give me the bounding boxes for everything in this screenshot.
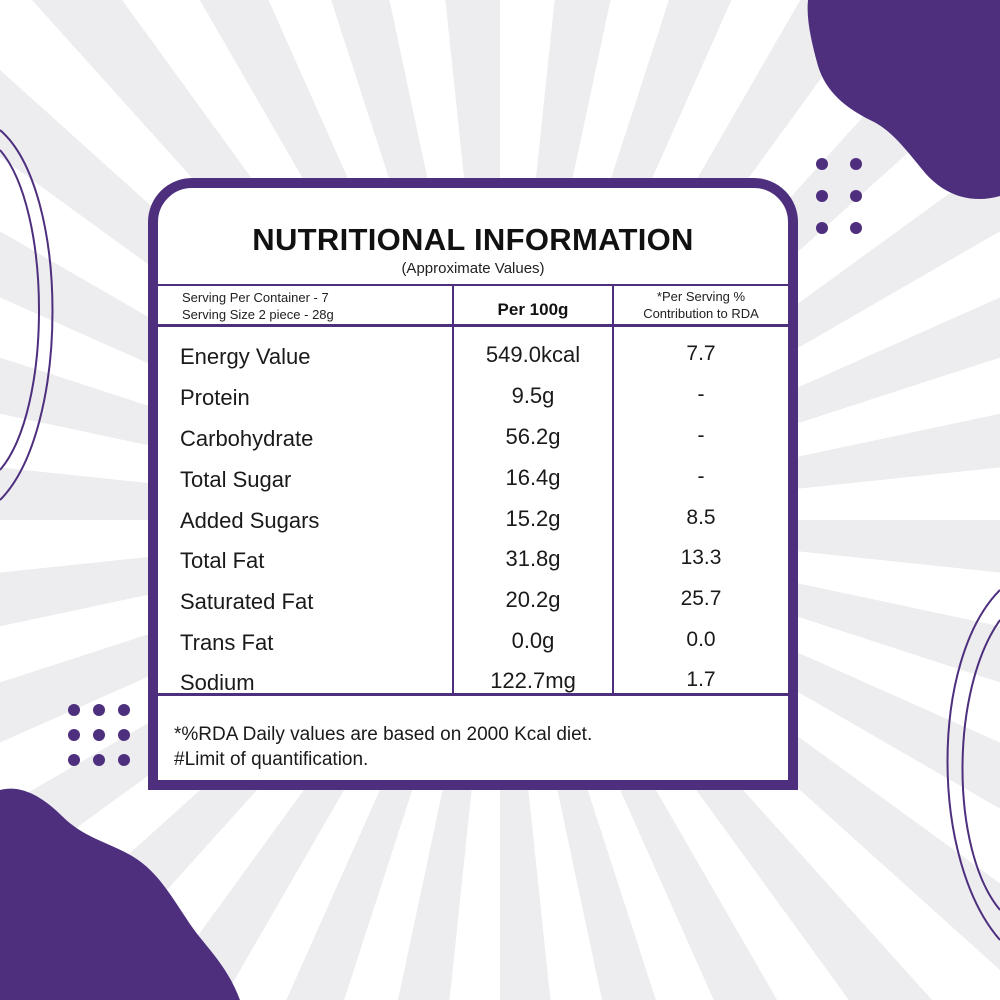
nutrient-name: Trans Fat — [180, 630, 274, 655]
right-arc-inner — [961, 619, 1000, 911]
table-row: Added Sugars 15.2g 8.5 — [158, 506, 788, 548]
rda-value: - — [697, 465, 705, 488]
header-divider — [158, 324, 788, 327]
rda-value: 8.5 — [686, 506, 716, 529]
rda-value: 13.3 — [680, 546, 722, 569]
left-arc-outer — [0, 129, 54, 501]
top-right-blob — [807, 0, 1000, 200]
rda-value: - — [697, 424, 705, 447]
table-row: Protein 9.5g - — [158, 383, 788, 425]
per-100g-value: 56.2g — [505, 424, 561, 449]
footer-divider — [158, 693, 788, 696]
footnote-loq: #Limit of quantification. — [174, 749, 369, 770]
nutrient-name: Total Sugar — [180, 467, 292, 492]
serving-per-container: Serving Per Container - 7 — [182, 290, 329, 305]
table-top-divider — [158, 284, 788, 286]
left-arc-inner — [0, 149, 40, 471]
panel-title: NUTRITIONAL INFORMATION — [252, 222, 694, 257]
rda-header: *Per Serving % Contribution to RDA — [614, 288, 788, 322]
rda-value: 25.7 — [680, 587, 722, 610]
nutrient-name: Energy Value — [180, 344, 311, 369]
table-row: Carbohydrate 56.2g - — [158, 424, 788, 466]
serving-info: Serving Per Container - 7 Serving Size 2… — [182, 289, 334, 323]
nutrient-name: Saturated Fat — [180, 589, 314, 614]
column-divider-2 — [612, 284, 614, 696]
rda-header-line2: Contribution to RDA — [643, 306, 759, 321]
rda-header-line1: *Per Serving % — [656, 289, 746, 304]
per-100g-value: 15.2g — [505, 506, 561, 531]
right-arc-outer — [946, 589, 1000, 941]
per-100g-value: 9.5g — [511, 383, 555, 408]
dot-pattern-bottom-left — [68, 704, 130, 766]
nutrient-name: Added Sugars — [180, 508, 320, 533]
column-divider-1 — [452, 284, 454, 696]
per-100g-value: 549.0kcal — [485, 342, 581, 367]
table-row: Total Fat 31.8g 13.3 — [158, 546, 788, 588]
nutrition-panel: NUTRITIONAL INFORMATION (Approximate Val… — [148, 178, 798, 790]
per-100g-value: 20.2g — [505, 587, 561, 612]
table-row: Trans Fat 0.0g 0.0 — [158, 628, 788, 670]
footnote-rda: *%RDA Daily values are based on 2000 Kca… — [174, 724, 593, 745]
nutrient-name: Carbohydrate — [180, 426, 314, 451]
panel-subtitle: (Approximate Values) — [401, 260, 545, 277]
table-row: Energy Value 549.0kcal 7.7 — [158, 342, 788, 384]
per-100g-value: 0.0g — [511, 628, 555, 653]
table-row: Saturated Fat 20.2g 25.7 — [158, 587, 788, 629]
table-row: Total Sugar 16.4g - — [158, 465, 788, 507]
footnotes: *%RDA Daily values are based on 2000 Kca… — [174, 722, 592, 772]
table-row: Sodium 122.7mg 1.7 — [158, 668, 788, 695]
per-100g-header: Per 100g — [497, 300, 569, 319]
per-100g-value: 16.4g — [505, 465, 561, 490]
rda-value: 7.7 — [686, 342, 716, 365]
per-100g-value: 122.7mg — [490, 668, 576, 693]
dot-pattern-top-right — [816, 158, 862, 234]
rda-value: - — [697, 383, 705, 406]
nutrient-name: Protein — [180, 385, 250, 410]
per-100g-value: 31.8g — [505, 546, 561, 571]
rda-value: 0.0 — [686, 628, 716, 651]
rda-value: 1.7 — [686, 668, 716, 691]
serving-size: Serving Size 2 piece - 28g — [182, 307, 334, 322]
nutrient-name: Total Fat — [180, 548, 265, 573]
bottom-left-blob — [0, 788, 240, 1000]
nutrient-name: Sodium — [180, 670, 255, 695]
